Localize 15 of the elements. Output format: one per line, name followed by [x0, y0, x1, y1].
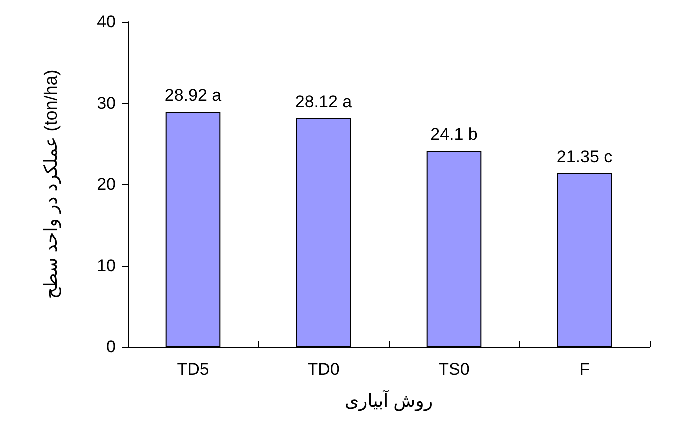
x-tick-label: TD0: [308, 360, 340, 379]
y-tick-label: 10: [97, 256, 116, 276]
data-label: 28.12 a: [295, 92, 353, 112]
data-label: 28.92 a: [164, 86, 222, 106]
data-label: 21.35 c: [556, 148, 614, 167]
x-tick-label: F: [580, 360, 590, 379]
x-axis-title: روش آبیاری: [344, 390, 434, 412]
y-tick-label: 0: [106, 338, 116, 356]
x-tick-label: TD5: [177, 360, 210, 379]
y-tick-label: 40: [97, 12, 116, 32]
data-label: 24.1 b: [430, 125, 478, 144]
y-tick-label: 20: [97, 175, 116, 194]
x-tick-label: TS0: [438, 360, 470, 379]
y-axis-title: عملکرد در واحد سطح (ton/ha): [41, 70, 62, 300]
y-tick-label: 30: [97, 94, 116, 113]
